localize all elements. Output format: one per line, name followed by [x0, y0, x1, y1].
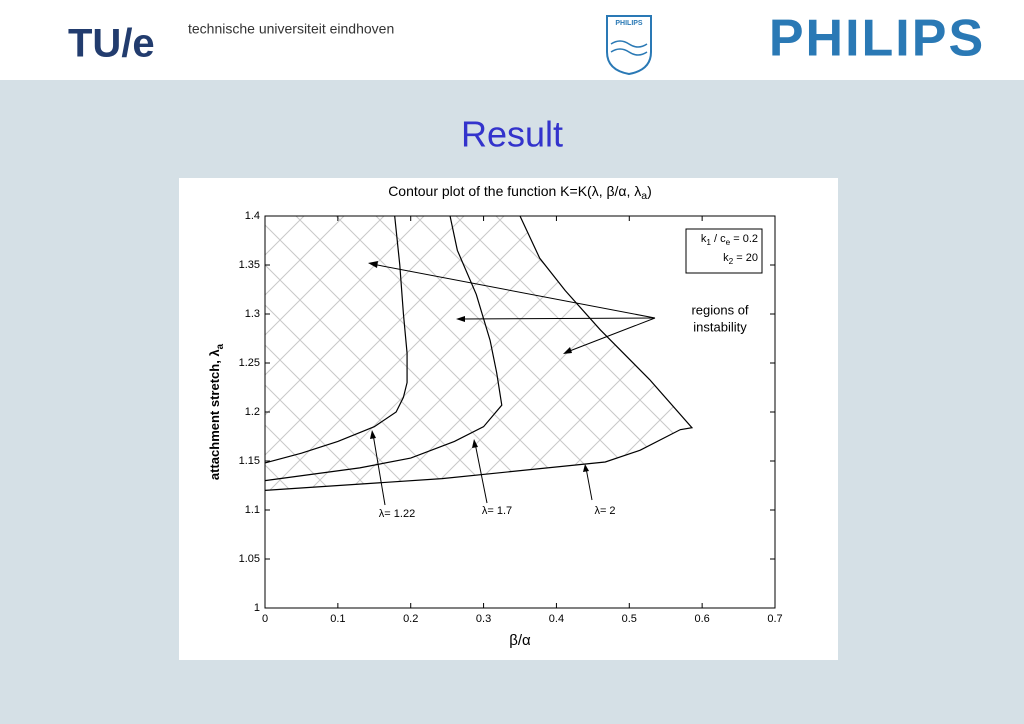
series-label: λ= 1.22 [379, 508, 415, 520]
contour-line [264, 215, 503, 482]
y-axis-label-part: a [215, 343, 226, 349]
emblem-shield [606, 15, 652, 76]
param-text-part: 1 [706, 238, 711, 247]
x-axis-label: β/α [509, 632, 531, 649]
x-tick-label: 0 [262, 613, 268, 625]
slide-title: Result [461, 114, 563, 155]
instability-note: regions of [691, 302, 748, 317]
param-text-part: = 20 [733, 252, 758, 264]
param-text-part: e [726, 238, 731, 247]
param-text-part: k [701, 233, 707, 245]
x-tick-label: 0.5 [622, 613, 637, 625]
param-box [685, 228, 763, 274]
plot: 0 0.1 0.2 0.3 0.4 0.5 0.6 0.7 1 1.05 1.1 1.15 1.2 1.2… [239, 210, 783, 625]
contour-line [264, 215, 694, 491]
param-text-part: / c [711, 233, 726, 245]
y-tick-label: 1.05 [239, 553, 260, 565]
y-axis-label-part: attachment stretch, λ [207, 349, 222, 481]
emblem-waves [610, 40, 648, 56]
arrows [371, 263, 656, 506]
y-axis-label: attachment stretch, λa [207, 343, 225, 480]
x-tick-label: 0.4 [549, 613, 564, 625]
series-label: λ= 1.7 [482, 505, 512, 517]
x-tick-label: 0.2 [403, 613, 418, 625]
y-tick-label: 1.4 [245, 210, 260, 222]
y-tick-label: 1.15 [239, 455, 260, 467]
y-tick-label: 1.3 [245, 308, 260, 320]
x-tick-label: 0.3 [476, 613, 491, 625]
contour-line [264, 215, 408, 464]
param-text: k2 = 20 [723, 252, 758, 266]
y-tick-label: 1 [254, 602, 260, 614]
header-bar [0, 0, 1024, 80]
instability-note: instability [693, 319, 747, 334]
param-text-part: 2 [729, 257, 734, 266]
x-tick-label: 0.6 [694, 613, 709, 625]
param-text-part: k [723, 252, 729, 264]
series-label: λ= 2 [594, 505, 615, 517]
hatch-region [265, 216, 692, 608]
x-tick-label: 0.1 [330, 613, 345, 625]
y-tick-label: 1.1 [245, 504, 260, 516]
y-tick-label: 1.25 [239, 357, 260, 369]
university: technische universiteit eindhoven [188, 21, 394, 37]
chart-title-part: Contour plot of the function K=K(λ, β/α,… [388, 183, 641, 199]
chart-title-part: ) [647, 183, 652, 199]
param-text: k1 / ce = 0.2 [701, 233, 758, 247]
logo: TU/e [68, 22, 155, 66]
chart-title-part: a [641, 190, 647, 202]
y-tick-label: 1.35 [239, 259, 260, 271]
brand: PHILIPS [769, 10, 985, 68]
arrow-heads [368, 261, 589, 472]
y-tick-label: 1.2 [245, 406, 260, 418]
param-text-part: = 0.2 [730, 233, 758, 245]
emblem-text: PHILIPS [615, 20, 643, 27]
chart-title: Contour plot of the function K=K(λ, β/α,… [388, 183, 652, 202]
x-tick-label: 0.7 [767, 613, 782, 625]
